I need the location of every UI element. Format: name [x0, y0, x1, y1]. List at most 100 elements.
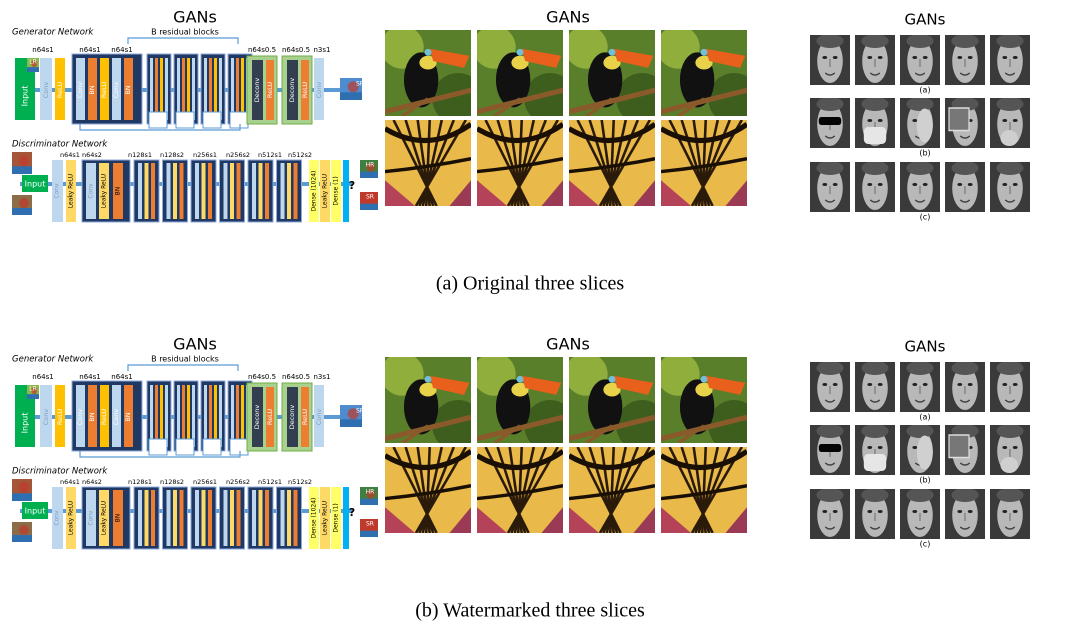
thumbnail	[477, 447, 563, 533]
layer	[138, 490, 142, 546]
layer-text: Conv	[76, 409, 84, 426]
eye	[878, 56, 883, 59]
thumbnail	[900, 97, 940, 148]
thumbnail	[945, 161, 985, 212]
thumbnail	[12, 195, 32, 215]
layer	[192, 385, 195, 447]
hand	[1000, 457, 1018, 473]
layer-text: Deconv	[288, 78, 296, 103]
tag: SR	[356, 81, 364, 88]
layer-label: n64s1	[79, 373, 100, 381]
hair	[861, 361, 888, 375]
layer-label: n256s2	[226, 151, 250, 159]
layer-label: n256s2	[226, 478, 250, 486]
layer	[165, 385, 168, 447]
hand	[917, 109, 933, 143]
tag: LR	[29, 59, 37, 66]
thumbnail	[900, 424, 940, 475]
layer-text: BN	[124, 85, 132, 94]
thumbnail	[657, 353, 760, 452]
layer	[173, 163, 177, 219]
detail	[19, 198, 29, 208]
figure: GANsGenerator NetworkB residual blocksn6…	[0, 0, 1065, 635]
eye	[1002, 119, 1007, 122]
eye	[822, 510, 827, 513]
eye	[957, 183, 962, 186]
layer	[145, 490, 149, 546]
layer-text: Dense (1024)	[311, 171, 318, 212]
eye	[1013, 119, 1018, 122]
layer	[195, 490, 199, 546]
hair	[906, 97, 933, 111]
layer-label: n64s1	[79, 46, 100, 54]
layer	[173, 490, 177, 546]
layer-text: Conv	[88, 183, 95, 199]
hair	[816, 97, 843, 111]
network-name: Discriminator Network	[12, 140, 108, 150]
layer-label: n256s1	[193, 151, 217, 159]
layer	[150, 385, 153, 447]
row-label: (b)	[919, 476, 930, 485]
layer-label: n512s1	[258, 478, 282, 486]
layer	[167, 490, 171, 546]
hair	[951, 34, 978, 48]
layer	[208, 490, 212, 546]
thumbnail	[810, 97, 850, 148]
eye	[822, 383, 827, 386]
brace	[128, 38, 238, 44]
hair	[951, 488, 978, 502]
thumbnail	[900, 34, 940, 85]
row-label: (c)	[920, 213, 931, 222]
layer	[294, 163, 298, 219]
thumbnail	[569, 120, 655, 206]
layer	[187, 58, 190, 120]
thumbnail	[900, 161, 940, 212]
thumbnail	[810, 488, 850, 539]
hair	[861, 97, 888, 111]
network-name: Generator Network	[12, 28, 94, 38]
layer-label: n64s1	[111, 373, 132, 381]
hair	[906, 488, 933, 502]
eye	[1013, 183, 1018, 186]
layer	[237, 163, 241, 219]
layer	[219, 58, 222, 120]
layer-label: n64s0.5	[282, 373, 310, 381]
eye	[1002, 56, 1007, 59]
hair	[996, 424, 1023, 438]
layer	[231, 58, 234, 120]
caption: (b) Watermarked three slices	[415, 600, 645, 622]
eye	[867, 183, 872, 186]
layer	[165, 58, 168, 120]
thumbnail	[945, 424, 985, 475]
layer-text: Deconv	[253, 405, 261, 430]
hair	[906, 424, 933, 438]
eye	[701, 376, 708, 383]
thumbnail	[810, 34, 850, 85]
hair	[906, 161, 933, 175]
layer-text: BN	[115, 187, 122, 196]
sunglasses	[819, 444, 841, 452]
thumbnail	[381, 353, 484, 452]
layer	[237, 490, 241, 546]
detail	[340, 419, 362, 427]
layer-text: Leaky ReLU	[322, 174, 329, 208]
detail	[360, 172, 378, 178]
thumbnail	[473, 26, 576, 125]
layer-text: Conv	[112, 409, 120, 426]
eye	[1002, 510, 1007, 513]
thumbnail	[990, 488, 1030, 539]
eye	[609, 376, 616, 383]
detail	[12, 166, 32, 174]
layer-text: Conv	[315, 82, 323, 99]
layer-text: Leaky ReLU	[68, 501, 75, 535]
layer-text: Conv	[42, 82, 50, 99]
layer-text: BN	[88, 85, 96, 94]
hair	[861, 161, 888, 175]
eye	[1002, 446, 1007, 449]
layer-label: n512s2	[288, 478, 312, 486]
eye	[822, 56, 827, 59]
thumbnail	[990, 34, 1030, 85]
thumbnail	[12, 479, 32, 501]
eye	[968, 510, 973, 513]
layer	[177, 385, 180, 447]
